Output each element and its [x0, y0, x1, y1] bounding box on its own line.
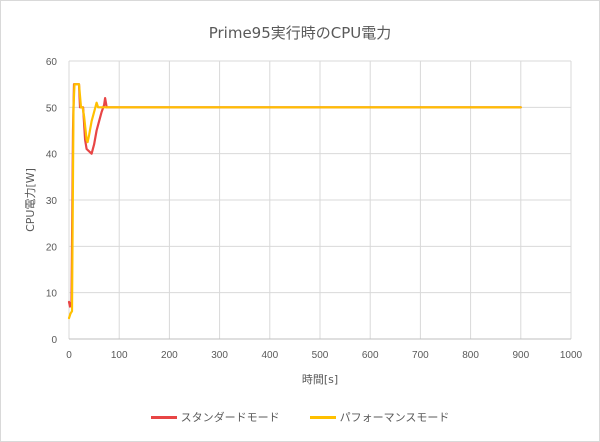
- x-tick-label: 900: [512, 350, 529, 361]
- x-axis-label: 時間[s]: [301, 373, 339, 386]
- legend-swatch-performance: [309, 415, 336, 419]
- legend: スタンダードモード パフォーマンスモード: [0, 409, 600, 425]
- x-tick-label: 600: [362, 350, 379, 361]
- series-line-1: [67, 83, 522, 320]
- legend-label-standard: スタンダードモード: [180, 411, 280, 424]
- y-tick-label: 20: [46, 242, 58, 253]
- y-tick-label: 40: [46, 150, 58, 161]
- legend-label-performance: パフォーマンスモード: [339, 411, 450, 424]
- y-tick-label: 0: [51, 335, 57, 346]
- x-tick-label: 300: [211, 350, 228, 361]
- x-tick-label: 100: [111, 350, 128, 361]
- legend-item-standard: スタンダードモード: [150, 409, 280, 425]
- y-tick-label: 10: [46, 289, 58, 300]
- x-tick-label: 700: [412, 350, 429, 361]
- y-tick-label: 50: [46, 103, 58, 114]
- x-tick-label: 400: [261, 350, 278, 361]
- x-tick-label: 200: [161, 350, 178, 361]
- chart-title: Prime95実行時のCPU電力: [208, 24, 392, 42]
- x-tick-label: 500: [312, 350, 329, 361]
- series-line-0: [67, 83, 522, 308]
- legend-swatch-standard: [150, 415, 177, 419]
- x-tick-label: 800: [462, 350, 479, 361]
- y-tick-label: 60: [46, 57, 58, 68]
- y-axis-label: CPU電力[W]: [24, 168, 37, 232]
- legend-item-performance: パフォーマンスモード: [309, 409, 450, 425]
- x-tick-label: 0: [66, 350, 72, 361]
- y-tick-label: 30: [46, 196, 58, 207]
- x-tick-label: 1000: [560, 350, 583, 361]
